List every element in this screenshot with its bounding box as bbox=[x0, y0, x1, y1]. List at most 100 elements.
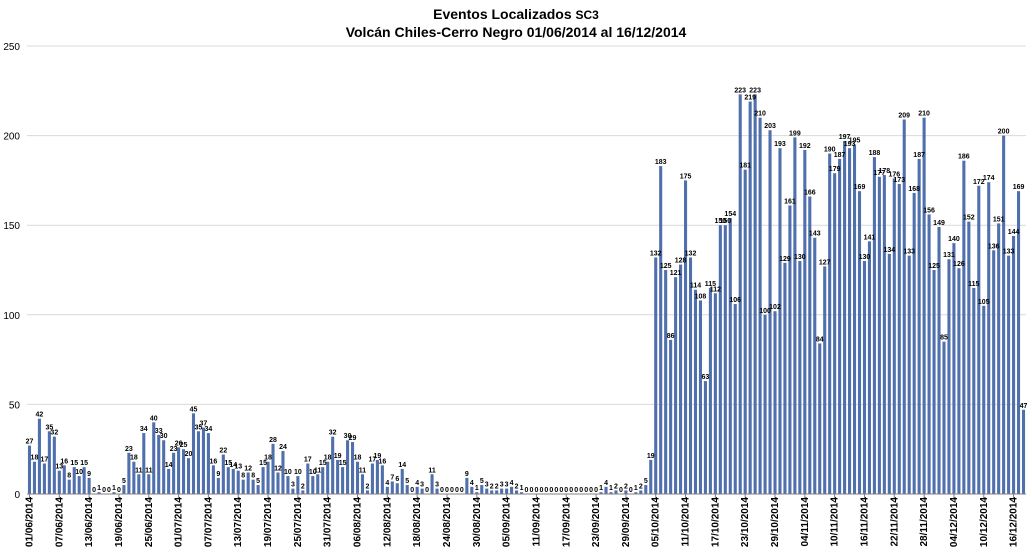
data-label: 24 bbox=[279, 444, 287, 451]
data-label: 105 bbox=[978, 299, 990, 306]
bar bbox=[127, 452, 131, 494]
data-label: 2 bbox=[495, 483, 499, 490]
data-label: 86 bbox=[667, 333, 675, 340]
bar bbox=[877, 176, 881, 495]
bar bbox=[773, 311, 777, 494]
chart-subtitle: Volcán Chiles-Cerro Negro 01/06/2014 al … bbox=[345, 24, 687, 40]
bar bbox=[808, 196, 812, 494]
bar bbox=[848, 148, 852, 495]
data-label: 209 bbox=[898, 112, 910, 119]
data-label: 22 bbox=[219, 448, 227, 455]
data-label: 210 bbox=[754, 111, 766, 118]
data-label: 12 bbox=[274, 465, 282, 472]
data-label: 16 bbox=[209, 458, 217, 465]
bar bbox=[843, 140, 847, 494]
bar bbox=[77, 476, 81, 494]
data-label: 193 bbox=[844, 141, 856, 148]
bar bbox=[485, 488, 489, 494]
bar bbox=[490, 490, 494, 494]
bar bbox=[644, 485, 648, 494]
data-label: 114 bbox=[690, 283, 701, 290]
data-label: 27 bbox=[26, 439, 34, 446]
data-label: 192 bbox=[799, 143, 811, 150]
data-label: 0 bbox=[440, 487, 444, 494]
bar bbox=[420, 488, 424, 494]
data-label: 178 bbox=[879, 168, 891, 175]
data-label: 223 bbox=[749, 87, 761, 94]
data-label: 17 bbox=[40, 457, 48, 464]
bar bbox=[962, 160, 966, 495]
data-label: 4 bbox=[385, 480, 389, 487]
data-label: 141 bbox=[864, 234, 876, 241]
data-label: 42 bbox=[36, 412, 44, 419]
data-label: 7 bbox=[390, 474, 394, 481]
bar bbox=[748, 101, 752, 494]
data-label: 10 bbox=[309, 469, 317, 476]
data-label: 9 bbox=[87, 471, 91, 478]
data-label: 151 bbox=[993, 216, 1005, 223]
bar bbox=[937, 226, 941, 494]
data-label: 128 bbox=[675, 258, 687, 265]
bar bbox=[336, 459, 340, 494]
x-tick-label: 04/12/2014 bbox=[949, 497, 960, 547]
bar bbox=[47, 431, 51, 494]
bar bbox=[221, 454, 225, 494]
bar bbox=[688, 257, 693, 494]
x-tick-label: 18/08/2014 bbox=[412, 497, 423, 547]
data-label: 35 bbox=[195, 424, 203, 431]
bar bbox=[664, 270, 668, 494]
bar bbox=[972, 287, 976, 494]
data-label: 219 bbox=[744, 95, 756, 102]
x-tick-label: 28/11/2014 bbox=[919, 497, 930, 547]
bar bbox=[172, 452, 176, 494]
data-label: 2 bbox=[624, 483, 628, 490]
bar bbox=[142, 433, 146, 494]
bar bbox=[390, 481, 394, 494]
data-label: 0 bbox=[579, 487, 583, 494]
data-label: 140 bbox=[948, 236, 960, 243]
data-label: 0 bbox=[107, 487, 111, 494]
bar bbox=[266, 461, 270, 494]
data-label: 3 bbox=[291, 482, 295, 489]
x-tick-label: 05/09/2014 bbox=[502, 497, 513, 547]
data-label: 161 bbox=[784, 198, 796, 205]
bar bbox=[316, 474, 320, 494]
bar bbox=[231, 468, 235, 494]
data-label: 0 bbox=[530, 487, 534, 494]
bar bbox=[201, 427, 205, 494]
data-label: 5 bbox=[644, 478, 648, 485]
data-label: 13 bbox=[55, 464, 63, 471]
bar bbox=[37, 418, 41, 494]
data-label: 18 bbox=[354, 455, 362, 462]
bar bbox=[679, 264, 683, 494]
data-label: 1 bbox=[112, 485, 116, 492]
bar bbox=[162, 440, 166, 494]
y-tick-label: 150 bbox=[3, 221, 20, 232]
x-tick-label: 11/10/2014 bbox=[681, 497, 692, 547]
bar bbox=[395, 483, 399, 494]
data-label: 4 bbox=[415, 480, 419, 487]
data-label: 130 bbox=[859, 254, 871, 261]
data-label: 0 bbox=[629, 487, 633, 494]
x-tick-label: 06/08/2014 bbox=[353, 497, 364, 547]
data-label: 154 bbox=[724, 211, 736, 218]
bar bbox=[659, 166, 663, 494]
bar bbox=[271, 443, 275, 494]
data-label: 13 bbox=[234, 464, 242, 471]
bar bbox=[997, 223, 1001, 494]
bar bbox=[634, 492, 638, 494]
bar bbox=[684, 180, 688, 494]
bars bbox=[27, 94, 1026, 495]
data-label: 63 bbox=[702, 374, 710, 381]
bar bbox=[296, 476, 300, 494]
data-label: 26 bbox=[175, 440, 183, 447]
bar bbox=[380, 465, 384, 494]
bar bbox=[246, 472, 250, 494]
y-tick-label: 100 bbox=[3, 311, 20, 322]
data-label: 28 bbox=[269, 437, 277, 444]
bar bbox=[952, 243, 956, 494]
data-label: 23 bbox=[170, 446, 178, 453]
bar bbox=[639, 490, 643, 494]
data-label: 144 bbox=[1008, 229, 1020, 236]
data-label: 16 bbox=[60, 458, 68, 465]
